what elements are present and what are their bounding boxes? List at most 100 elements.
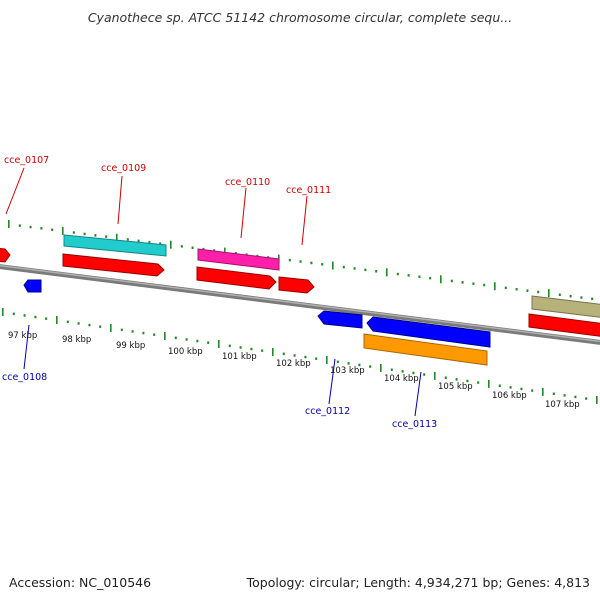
tick-mark [288,258,291,262]
tick-mark [542,387,544,396]
scale-label: 97 kbp [8,331,37,341]
tick-mark [440,275,442,284]
gene-arrow-cce-0113[interactable] [366,316,491,348]
tick-mark [250,347,253,351]
tick-mark [88,323,91,327]
gene-label-cce-0109[interactable]: cce_0109 [101,163,146,174]
gene-arrow-unlabeled[interactable] [528,313,600,337]
leader-line [414,371,422,417]
tick-mark [282,352,285,356]
tick-mark [455,378,458,381]
tick-mark [386,268,388,277]
tick-mark [477,381,480,384]
gene-label-cce-0111[interactable]: cce_0111 [286,185,331,196]
leader-line [23,324,30,370]
tick-mark [537,290,540,294]
tick-mark [574,395,577,399]
tick-mark [142,331,145,335]
tick-mark [342,265,345,269]
gene-label-cce-0107[interactable]: cce_0107 [4,155,49,166]
tick-mark [531,389,534,392]
gene-arrow-cce-0108[interactable] [23,279,42,293]
tick-mark [304,355,307,359]
tick-mark [396,272,399,276]
gene-arrow-cce-0107[interactable] [0,247,11,263]
scale-label: 101 kbp [222,352,257,362]
tick-mark [466,379,469,383]
gene-labels: cce_0107 cce_0109 cce_0110 cce_0111 cce_… [2,155,437,430]
tick-mark [261,349,264,352]
gene-label-cce-0113[interactable]: cce_0113 [392,419,437,430]
tick-mark [358,363,361,367]
tick-mark [159,242,162,245]
tick-mark [504,286,507,290]
tick-mark [77,322,80,325]
tick-mark [8,220,10,228]
tick-mark [563,394,566,397]
tick-mark [569,294,572,298]
tick-mark [272,348,274,356]
tick-mark [369,365,372,368]
tick-mark [12,312,15,316]
gene-label-cce-0108[interactable]: cce_0108 [2,372,47,383]
scale-label: 105 kbp [438,382,473,392]
tick-mark [196,339,199,343]
tick-mark [596,395,598,404]
leader-line [117,175,123,225]
gene-feature-cce-0109[interactable] [63,234,167,257]
scale-label: 107 kbp [545,400,580,410]
gene-label-cce-0110[interactable]: cce_0110 [225,177,270,188]
gene-feature-unlabeled[interactable] [531,295,600,318]
tick-mark [310,261,313,265]
tick-mark [591,297,594,301]
tick-mark [520,387,523,391]
map-title: Cyanothece sp. ATCC 51142 chromosome cir… [87,10,513,25]
tick-mark [580,296,583,299]
tick-mark [66,320,69,324]
tick-mark [515,288,518,291]
tick-mark [40,227,43,230]
accession-text: Accession: NC_010546 [9,575,152,590]
tick-mark [23,314,26,317]
leader-lines [5,167,422,417]
tick-mark [364,268,367,272]
gene-feature-cce-0110[interactable] [197,248,280,271]
gene-arrow-cce-0111[interactable] [278,276,315,294]
chromosome-backbone-highlight [0,264,600,343]
chromosome-backbone [0,264,600,345]
gene-arrow-cce-0110[interactable] [196,266,277,290]
leader-line [240,187,247,239]
tick-mark [444,376,447,379]
gene-arrow-cce-0109[interactable] [62,253,165,277]
gene-feature-cce-0113[interactable] [363,333,488,366]
genome-summary-text: Topology: circular; Length: 4,934,271 bp… [246,575,590,590]
tick-mark [148,241,151,244]
tick-mark [380,363,382,372]
tick-mark [34,315,37,319]
tick-mark [170,240,172,249]
tick-mark [164,332,166,340]
tick-mark [51,228,54,231]
tick-mark [336,360,339,364]
tick-mark [131,330,134,333]
tick-mark [185,338,188,341]
tick-mark [407,274,410,277]
lower-tick-track [2,308,598,404]
tick-mark [321,263,324,266]
tick-mark [412,371,415,375]
tick-mark [494,282,496,291]
tick-mark [137,239,140,243]
leader-line [301,195,308,246]
scale-label: 104 kbp [384,374,419,384]
scale-labels: 97 kbp 98 kbp 99 kbp 100 kbp 101 kbp 102… [8,331,580,410]
gene-arrow-cce-0112[interactable] [317,310,363,329]
gene-label-cce-0112[interactable]: cce_0112 [305,406,350,417]
tick-mark [375,270,378,273]
tick-mark [72,231,75,234]
tick-mark [401,370,404,373]
scale-label: 102 kbp [276,359,311,369]
scale-label: 99 kbp [116,341,145,351]
tick-mark [526,289,529,292]
reverse-genes [23,279,491,366]
